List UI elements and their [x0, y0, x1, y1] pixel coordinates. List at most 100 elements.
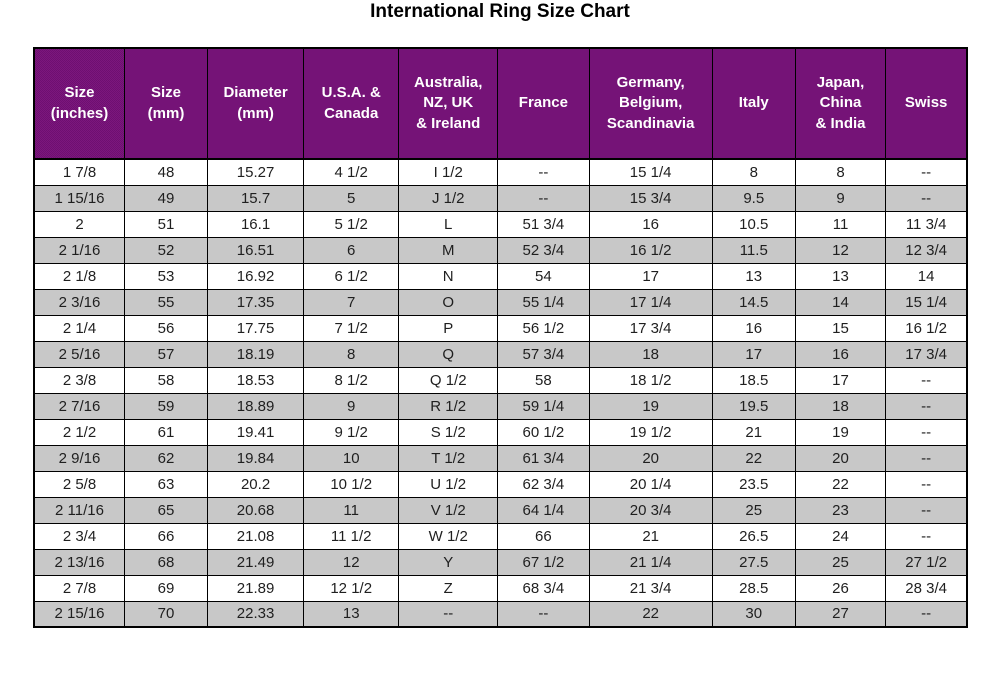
table-cell: 61 [123, 418, 209, 446]
ring-size-table: Size (inches) Size (mm) Diameter (mm) U.S.A… [33, 47, 968, 628]
table-cell: 15 [794, 314, 887, 342]
table-cell: 11 3/4 [885, 210, 968, 238]
table-cell: 20.2 [207, 470, 305, 498]
table-cell: 2 9/16 [33, 444, 125, 472]
table-cell: 8 [303, 340, 400, 368]
table-cell: 21 [711, 418, 796, 446]
table-cell: 70 [123, 600, 209, 628]
table-cell: 8 [711, 158, 796, 186]
table-cell: 7 [303, 288, 400, 316]
table-cell: 2 11/16 [33, 496, 125, 524]
table-cell: 19.41 [207, 418, 305, 446]
table-cell: 21.08 [207, 522, 305, 550]
table-row: 2 13/16 68 21.49 12 Y 67 1/2 21 1/4 27.5 25 27 1/… [33, 548, 968, 576]
table-cell: 65 [123, 496, 209, 524]
table-cell: 22 [794, 470, 887, 498]
table-cell: 14 [885, 262, 968, 290]
table-cell: 2 3/8 [33, 366, 125, 394]
table-cell: 2 1/16 [33, 236, 125, 264]
column-header: Size (mm) [123, 47, 209, 160]
table-cell: S 1/2 [398, 418, 499, 446]
table-cell: 51 3/4 [497, 210, 590, 238]
table-cell: 20 3/4 [588, 496, 713, 524]
table-cell: 30 [711, 600, 796, 628]
table-row: 2 5/16 57 18.19 8 Q 57 3/4 18 17 16 17 3/4 [33, 340, 968, 368]
table-cell: 18.5 [711, 366, 796, 394]
table-cell: 8 1/2 [303, 366, 400, 394]
table-cell: Q 1/2 [398, 366, 499, 394]
table-row: 2 1/4 56 17.75 7 1/2 P 56 1/2 17 3/4 16 15 16 1/2 [33, 314, 968, 342]
column-header: Diameter (mm) [207, 47, 305, 160]
table-row: 1 15/16 49 15.7 5 J 1/2 -- 15 3/4 9.5 9 -- [33, 184, 968, 212]
table-cell: -- [497, 600, 590, 628]
table-cell: 6 1/2 [303, 262, 400, 290]
table-cell: 20.68 [207, 496, 305, 524]
table-cell: 60 1/2 [497, 418, 590, 446]
table-row: 2 3/16 55 17.35 7 O 55 1/4 17 1/4 14.5 14 15 1/4 [33, 288, 968, 316]
table-cell: 67 1/2 [497, 548, 590, 576]
table-cell: 16 [588, 210, 713, 238]
table-cell: -- [885, 522, 968, 550]
column-header: Swiss [885, 47, 968, 160]
table-row: 2 1/8 53 16.92 6 1/2 N 54 17 13 13 14 [33, 262, 968, 290]
table-cell: 20 1/4 [588, 470, 713, 498]
table-row: 2 7/8 69 21.89 12 1/2 Z 68 3/4 21 3/4 28.5 26 28 … [33, 574, 968, 602]
table-cell: 6 [303, 236, 400, 264]
table-cell: 28.5 [711, 574, 796, 602]
table-cell: U 1/2 [398, 470, 499, 498]
table-cell: 12 [794, 236, 887, 264]
table-cell: 12 1/2 [303, 574, 400, 602]
table-cell: 10.5 [711, 210, 796, 238]
table-cell: 66 [123, 522, 209, 550]
table-cell: 2 13/16 [33, 548, 125, 576]
table-cell: 16 1/2 [588, 236, 713, 264]
table-cell: -- [885, 470, 968, 498]
table-cell: -- [885, 600, 968, 628]
table-cell: 18.89 [207, 392, 305, 420]
column-header: U.S.A. & Canada [303, 47, 400, 160]
table-cell: 22.33 [207, 600, 305, 628]
table-cell: 16 1/2 [885, 314, 968, 342]
table-cell: Z [398, 574, 499, 602]
table-cell: 12 3/4 [885, 236, 968, 264]
table-cell: 61 3/4 [497, 444, 590, 472]
table-cell: 58 [497, 366, 590, 394]
table-cell: 51 [123, 210, 209, 238]
table-row: 2 3/8 58 18.53 8 1/2 Q 1/2 58 18 1/2 18.5 17 -- [33, 366, 968, 394]
table-cell: 21 3/4 [588, 574, 713, 602]
table-row: 2 9/16 62 19.84 10 T 1/2 61 3/4 20 22 20 -- [33, 444, 968, 472]
table-cell: 2 [33, 210, 125, 238]
table-cell: 16 [711, 314, 796, 342]
table-cell: 66 [497, 522, 590, 550]
table-cell: -- [885, 444, 968, 472]
table-cell: 68 [123, 548, 209, 576]
table-cell: 17 3/4 [885, 340, 968, 368]
table-cell: 56 [123, 314, 209, 342]
table-cell: 17 [794, 366, 887, 394]
table-cell: 62 [123, 444, 209, 472]
table-cell: 24 [794, 522, 887, 550]
table-cell: 11 1/2 [303, 522, 400, 550]
column-header: Italy [711, 47, 796, 160]
table-cell: 8 [794, 158, 887, 186]
table-cell: 63 [123, 470, 209, 498]
table-cell: -- [398, 600, 499, 628]
table-cell: 17 1/4 [588, 288, 713, 316]
table-cell: -- [885, 158, 968, 186]
table-cell: O [398, 288, 499, 316]
table-cell: 22 [588, 600, 713, 628]
table-cell: 15.7 [207, 184, 305, 212]
table-cell: 16 [794, 340, 887, 368]
table-cell: V 1/2 [398, 496, 499, 524]
table-cell: 16.1 [207, 210, 305, 238]
table-cell: 12 [303, 548, 400, 576]
table-row: 2 11/16 65 20.68 11 V 1/2 64 1/4 20 3/4 25 23 -- [33, 496, 968, 524]
table-cell: 9 [303, 392, 400, 420]
table-cell: 18.19 [207, 340, 305, 368]
table-cell: 9.5 [711, 184, 796, 212]
table-cell: 19.5 [711, 392, 796, 420]
column-header: Japan, China & India [794, 47, 887, 160]
table-cell: 1 15/16 [33, 184, 125, 212]
table-cell: 13 [303, 600, 400, 628]
